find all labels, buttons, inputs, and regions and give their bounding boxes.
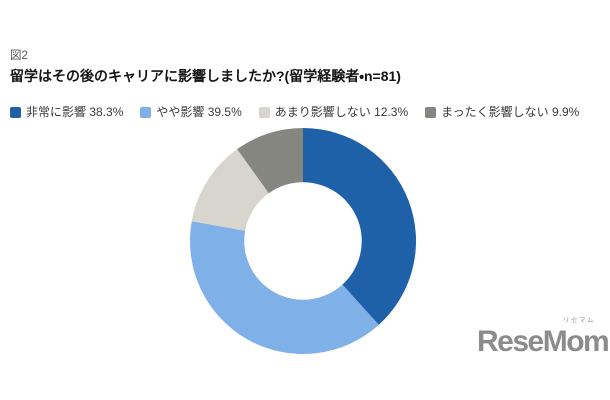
legend-swatch-1 [10, 106, 21, 118]
chart-legend: 非常に影響 38.3% やや影響 39.5% あまり影響しない 12.3% まったく影… [10, 106, 579, 118]
legend-item-1: 非常に影響 38.3% [10, 106, 123, 118]
donut-segment-2 [189, 221, 379, 355]
donut-segment-4 [237, 128, 303, 194]
legend-swatch-4 [425, 106, 437, 118]
resemom-logo: リセマム ReseMom. [477, 317, 610, 358]
logo-text: ReseMom. [477, 324, 610, 358]
legend-label-1: 非常に影響 38.3% [26, 105, 124, 119]
legend-label-3: あまり影響しない 12.3% [274, 105, 409, 119]
legend-swatch-2 [140, 106, 152, 118]
legend-item-3: あまり影響しない 12.3% [258, 105, 409, 119]
logo-ruby-text: リセマム [563, 317, 595, 324]
legend-label-4: まったく影響しない 9.9% [441, 105, 580, 119]
legend-label-2: やや影響 39.5% [156, 105, 242, 119]
donut-chart [183, 121, 423, 361]
figure-label: 図2 [10, 50, 28, 62]
legend-item-2: やや影響 39.5% [140, 105, 242, 119]
donut-segment-3 [191, 149, 269, 231]
chart-title: 留学はその後のキャリアに影響しましたか?(留学経験者・n=81) [10, 68, 401, 84]
legend-item-4: まったく影響しない 9.9% [425, 106, 579, 118]
donut-segment-1 [303, 128, 417, 325]
legend-swatch-3 [258, 106, 270, 118]
donut-svg [189, 128, 417, 355]
